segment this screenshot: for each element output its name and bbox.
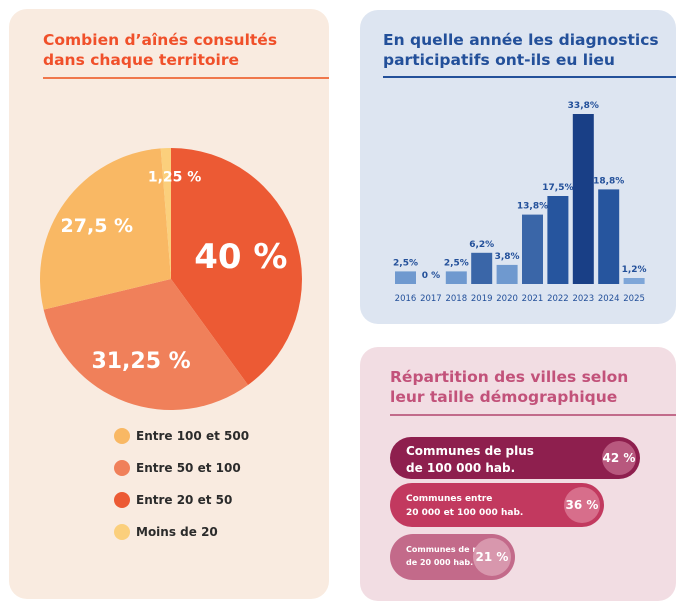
legend-swatch bbox=[114, 492, 130, 508]
bar bbox=[598, 189, 620, 284]
pie-slice bbox=[171, 148, 302, 385]
bar-title-rule bbox=[383, 76, 676, 78]
city-size-pill-label: Communes entre 20 000 et 100 000 hab. bbox=[406, 492, 523, 520]
legend-item: Entre 50 et 100 bbox=[114, 460, 241, 476]
city-size-card: Répartition des villes selon leur taille… bbox=[360, 347, 676, 601]
city-title-rule bbox=[390, 414, 676, 416]
legend-label: Entre 100 et 500 bbox=[136, 429, 250, 443]
bar-value-label: 2,5% bbox=[444, 258, 469, 268]
legend-label: Entre 50 et 100 bbox=[136, 461, 241, 475]
bar-value-label: 6,2% bbox=[469, 240, 494, 250]
bar-category-label: 2018 bbox=[445, 294, 467, 304]
pie-slice-label: 1,25 % bbox=[148, 169, 201, 185]
bar-value-label: 1,2% bbox=[622, 265, 647, 275]
legend-item: Moins de 20 bbox=[114, 524, 218, 540]
legend-swatch bbox=[114, 460, 130, 476]
city-size-percent: 21 % bbox=[473, 538, 511, 576]
pie-slice bbox=[160, 147, 171, 279]
bar-value-label: 18,8% bbox=[593, 176, 624, 186]
pie-slice-label: 31,25 % bbox=[91, 349, 190, 374]
bar-value-label: 33,8% bbox=[568, 101, 599, 111]
city-size-percent: 42 % bbox=[602, 441, 636, 475]
bar-value-label: 17,5% bbox=[542, 183, 573, 193]
bar-category-label: 2020 bbox=[496, 294, 518, 304]
bar-category-label: 2023 bbox=[572, 294, 594, 304]
bar bbox=[623, 278, 645, 284]
bar-value-label: 2,5% bbox=[393, 258, 418, 268]
bar-category-label: 2017 bbox=[420, 294, 442, 304]
city-size-pill: Communes de moins de 20 000 hab. 21 % bbox=[390, 534, 515, 580]
bar-value-label: 13,8% bbox=[517, 202, 548, 212]
pie-slice-label: 27,5 % bbox=[61, 215, 134, 237]
pill-label-line: 20 000 et 100 000 hab. bbox=[406, 508, 524, 518]
bar-chart-card: En quelle année les diagnostics particip… bbox=[360, 10, 676, 324]
city-size-percent: 36 % bbox=[564, 487, 600, 523]
pill-label-line: de 20 000 hab. bbox=[406, 558, 474, 567]
pie-slice-label: 40 % bbox=[194, 237, 287, 277]
bar-category-label: 2024 bbox=[598, 294, 620, 304]
bar-value-label: 3,8% bbox=[495, 252, 520, 262]
bar-category-label: 2025 bbox=[623, 294, 645, 304]
bar bbox=[395, 271, 416, 284]
bar-chart-title: En quelle année les diagnostics particip… bbox=[383, 31, 659, 69]
pie-chart: 40 % 31,25 % 27,5 % 1,25 % bbox=[39, 147, 302, 410]
bar bbox=[572, 114, 594, 284]
bar bbox=[445, 271, 467, 284]
legend-swatch bbox=[114, 428, 130, 444]
pill-label-line: de 100 000 hab. bbox=[406, 461, 516, 475]
bar-value-label: 0 % bbox=[422, 271, 440, 281]
pill-label-line: Communes de plus bbox=[406, 444, 534, 458]
legend-item: Entre 100 et 500 bbox=[114, 428, 249, 444]
pie-title-rule bbox=[43, 77, 329, 79]
bar-category-label: 2021 bbox=[522, 294, 544, 304]
pie-chart-title: Combien d’aînés consultés dans chaque te… bbox=[43, 31, 278, 69]
bar bbox=[522, 214, 543, 284]
city-size-pill-label: Communes de moins de 20 000 hab. bbox=[406, 543, 499, 569]
pill-label-line: Communes entre bbox=[406, 494, 493, 504]
legend-item: Entre 20 et 50 bbox=[114, 492, 232, 508]
bar bbox=[471, 252, 493, 284]
city-size-pill-label: Communes de plus de 100 000 hab. bbox=[406, 443, 534, 477]
pie-slice bbox=[43, 279, 249, 410]
city-size-pill: Communes entre 20 000 et 100 000 hab. 36 % bbox=[390, 483, 604, 527]
city-size-title: Répartition des villes selon leur taille… bbox=[390, 368, 629, 406]
bar bbox=[547, 196, 569, 284]
legend-label: Entre 20 et 50 bbox=[136, 493, 233, 507]
bar bbox=[496, 264, 518, 284]
pie-chart-card: Combien d’aînés consultés dans chaque te… bbox=[9, 9, 329, 599]
legend-label: Moins de 20 bbox=[136, 525, 218, 539]
bar-category-label: 2019 bbox=[471, 294, 493, 304]
city-size-pill: Communes de plus de 100 000 hab. 42 % bbox=[390, 437, 640, 479]
legend-swatch bbox=[114, 524, 130, 540]
bar-chart: 2,5% 2016 0 % 2017 2,5% 2018 6,2% 2019 3,8% 2020 1… bbox=[393, 101, 647, 304]
bar-category-label: 2022 bbox=[547, 294, 569, 304]
pill-label-line: Communes de moins bbox=[406, 545, 500, 554]
bar-category-label: 2016 bbox=[395, 294, 417, 304]
pie-slice bbox=[39, 148, 172, 310]
